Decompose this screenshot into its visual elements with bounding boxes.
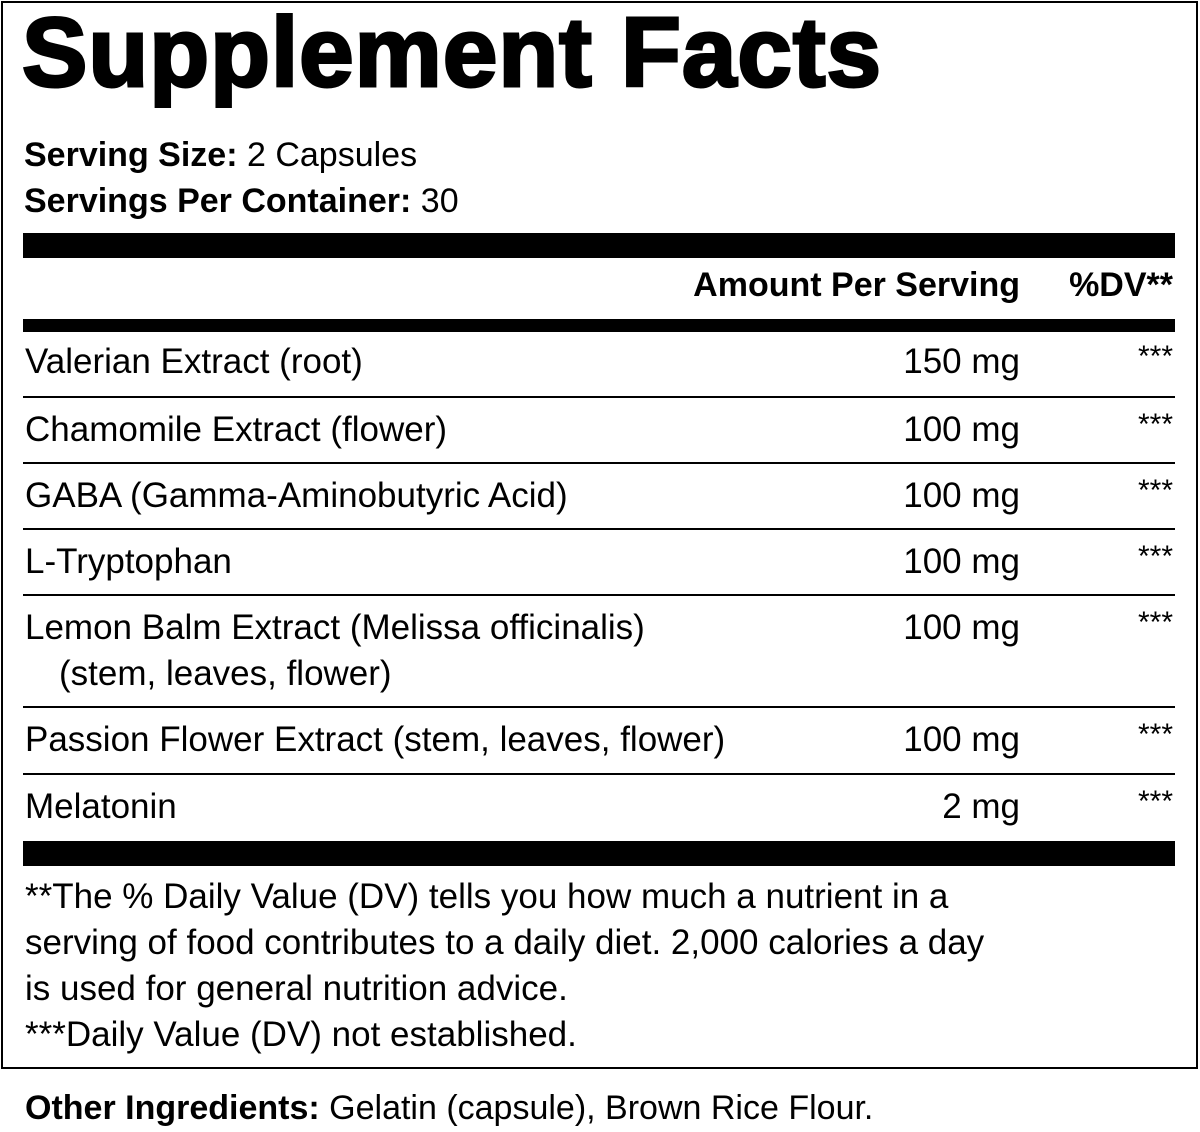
ingredient-dv: *** bbox=[1137, 408, 1173, 441]
amount-header: Amount Per Serving bbox=[693, 266, 1020, 304]
ingredient-amount: 100 mg bbox=[903, 542, 1020, 581]
ingredient-amount: 100 mg bbox=[903, 476, 1020, 515]
ingredient-amount: 150 mg bbox=[903, 342, 1020, 381]
ingredient-row: Lemon Balm Extract (Melissa officinalis)… bbox=[23, 596, 1175, 708]
supplement-facts-panel bbox=[1, 1, 1198, 1069]
ingredient-name: Melatonin bbox=[25, 787, 177, 826]
servings-per-container-value: 30 bbox=[420, 182, 459, 220]
thick-divider bbox=[23, 841, 1175, 866]
ingredient-row: Passion Flower Extract (stem, leaves, fl… bbox=[23, 708, 1175, 775]
footnote-line: ***Daily Value (DV) not established. bbox=[25, 1015, 577, 1054]
ingredient-dv: *** bbox=[1137, 606, 1173, 639]
ingredient-row: Melatonin 2 mg *** bbox=[23, 775, 1175, 841]
serving-size-value: 2 Capsules bbox=[246, 136, 418, 174]
footnote-line: is used for general nutrition advice. bbox=[25, 969, 568, 1008]
ingredient-name: Lemon Balm Extract (Melissa officinalis) bbox=[25, 608, 645, 647]
ingredient-dv: *** bbox=[1137, 718, 1173, 751]
ingredient-amount: 2 mg bbox=[942, 787, 1020, 826]
other-ingredients: Other Ingredients: Gelatin (capsule), Br… bbox=[25, 1088, 873, 1128]
ingredient-amount: 100 mg bbox=[903, 410, 1020, 449]
ingredient-subtext: (stem, leaves, flower) bbox=[59, 654, 392, 693]
column-header: Amount Per Serving %DV** bbox=[23, 264, 1175, 312]
ingredient-dv: *** bbox=[1137, 540, 1173, 573]
ingredient-name: Valerian Extract (root) bbox=[25, 342, 363, 381]
ingredient-name: Chamomile Extract (flower) bbox=[25, 410, 448, 449]
ingredient-amount: 100 mg bbox=[903, 720, 1020, 759]
ingredient-table: Valerian Extract (root) 150 mg *** Chamo… bbox=[23, 330, 1175, 841]
footnotes: **The % Daily Value (DV) tells you how m… bbox=[25, 874, 984, 1058]
ingredient-amount: 100 mg bbox=[903, 608, 1020, 647]
ingredient-name: GABA (Gamma-Aminobutyric Acid) bbox=[25, 476, 568, 515]
ingredient-row: Chamomile Extract (flower) 100 mg *** bbox=[23, 398, 1175, 464]
ingredient-dv: *** bbox=[1137, 785, 1173, 818]
other-ingredients-label: Other Ingredients: bbox=[25, 1089, 320, 1127]
footnote-line: **The % Daily Value (DV) tells you how m… bbox=[25, 877, 949, 916]
serving-size-label: Serving Size: bbox=[24, 136, 238, 174]
servings-per-container-label: Servings Per Container: bbox=[24, 182, 412, 220]
other-ingredients-value: Gelatin (capsule), Brown Rice Flour. bbox=[329, 1089, 874, 1127]
panel-title: Supplement Facts bbox=[20, 0, 883, 108]
dv-header: %DV** bbox=[1069, 266, 1173, 304]
ingredient-name: Passion Flower Extract (stem, leaves, fl… bbox=[25, 720, 726, 759]
ingredient-row: Valerian Extract (root) 150 mg *** bbox=[23, 330, 1175, 398]
serving-size: Serving Size: 2 Capsules bbox=[24, 135, 417, 175]
ingredient-dv: *** bbox=[1137, 474, 1173, 507]
ingredient-dv: *** bbox=[1137, 340, 1173, 373]
ingredient-name-block: Lemon Balm Extract (Melissa officinalis)… bbox=[25, 605, 645, 697]
ingredient-name: L-Tryptophan bbox=[25, 542, 232, 581]
thick-divider bbox=[23, 233, 1175, 258]
servings-per-container: Servings Per Container: 30 bbox=[24, 181, 459, 221]
ingredient-row: L-Tryptophan 100 mg *** bbox=[23, 530, 1175, 596]
footnote-line: serving of food contributes to a daily d… bbox=[25, 923, 985, 962]
ingredient-row: GABA (Gamma-Aminobutyric Acid) 100 mg **… bbox=[23, 464, 1175, 530]
medium-divider bbox=[23, 319, 1175, 332]
